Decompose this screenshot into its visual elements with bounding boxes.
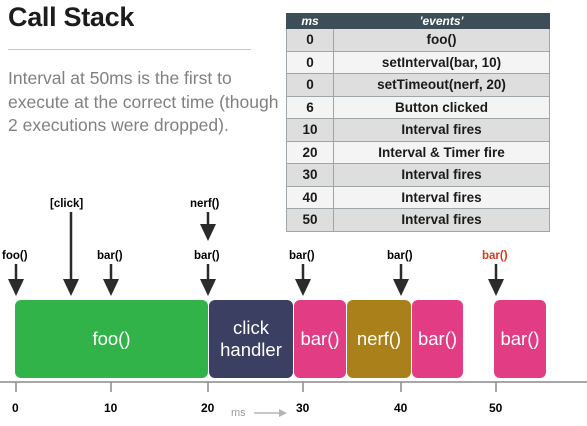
bar-call-label: bar() bbox=[194, 250, 220, 262]
cell-ms: 30 bbox=[286, 163, 334, 187]
bar50-arrow-head bbox=[488, 279, 504, 296]
foo-block-label: foo() bbox=[92, 328, 131, 349]
axis-tick-label: 50 bbox=[489, 401, 503, 415]
bar-call-label-highlighted: bar() bbox=[482, 250, 508, 262]
cell-ms: 0 bbox=[286, 50, 334, 74]
description-text: Interval at 50ms is the first to execute… bbox=[8, 68, 279, 135]
table-row: 30 Interval fires bbox=[286, 163, 550, 187]
cell-ms: 0 bbox=[286, 28, 334, 52]
cell-ms: 40 bbox=[286, 185, 334, 209]
nerf-block: nerf() bbox=[347, 300, 411, 378]
cell-ms: 10 bbox=[286, 118, 334, 142]
table-row: 6 Button clicked bbox=[286, 95, 550, 119]
table-row: 20 Interval & Timer fire bbox=[286, 140, 550, 164]
bar-call-label: bar() bbox=[289, 250, 315, 262]
nerf-block-label: nerf() bbox=[356, 328, 402, 349]
foo-arrow-head bbox=[8, 279, 24, 296]
table-row: 50 Interval fires bbox=[286, 208, 550, 232]
axis-tick-label: 40 bbox=[394, 401, 408, 415]
axis-tick-label: 30 bbox=[296, 401, 310, 415]
cell-event: setInterval(bar, 10) bbox=[333, 50, 550, 74]
nerf-arrow-head bbox=[200, 224, 216, 241]
axis-unit-label: ms bbox=[231, 407, 246, 419]
bar-block-label: bar() bbox=[300, 328, 340, 349]
bar30-arrow-head bbox=[295, 279, 311, 296]
table-row: 0 setTimeout(nerf, 20) bbox=[286, 73, 550, 97]
cell-event: Interval fires bbox=[333, 208, 550, 232]
bar-block-label: bar() bbox=[417, 328, 458, 349]
cell-ms: 0 bbox=[286, 73, 334, 97]
bar10-arrow-head bbox=[103, 279, 119, 296]
bar-block: bar() bbox=[412, 300, 463, 378]
events-table: ms 'events' 0 foo() 0 setInterval(bar, 10)… bbox=[286, 13, 550, 232]
cell-event: foo() bbox=[333, 28, 550, 52]
axis-tick-label: 20 bbox=[201, 401, 215, 415]
cell-event: Button clicked bbox=[333, 95, 550, 119]
table-row: 0 setInterval(bar, 10) bbox=[286, 50, 550, 74]
bar-call-label: bar() bbox=[387, 250, 413, 262]
cell-ms: 20 bbox=[286, 140, 334, 164]
cell-event: setTimeout(nerf, 20) bbox=[333, 73, 550, 97]
bar-block-label: bar() bbox=[500, 328, 540, 349]
header-events: 'events' bbox=[333, 13, 550, 29]
bar20-arrow-head bbox=[200, 279, 216, 296]
bar-block: bar() bbox=[294, 300, 346, 378]
click-arrow-head bbox=[63, 279, 79, 296]
bar40-arrow-head bbox=[393, 279, 409, 296]
header-ms: ms bbox=[286, 13, 334, 29]
axis-tick-label: 0 bbox=[12, 401, 19, 415]
cell-event: Interval & Timer fire bbox=[333, 140, 550, 164]
axis-tick-label: 10 bbox=[104, 401, 118, 415]
click-handler-line2: handler bbox=[220, 339, 282, 360]
cell-event: Interval fires bbox=[333, 163, 550, 187]
page-title: Call Stack bbox=[8, 2, 135, 32]
cell-ms: 6 bbox=[286, 95, 334, 119]
foo-call-label: foo() bbox=[2, 250, 28, 262]
bar-call-label: bar() bbox=[97, 250, 123, 262]
cell-event: Interval fires bbox=[333, 118, 550, 142]
title-divider bbox=[8, 49, 251, 50]
table-row: 40 Interval fires bbox=[286, 185, 550, 209]
bar-block: bar() bbox=[494, 300, 546, 378]
foo-block: foo() bbox=[15, 300, 208, 378]
table-row: 0 foo() bbox=[286, 28, 550, 52]
click-handler-block: click handler bbox=[209, 300, 293, 378]
nerf-event-label: nerf() bbox=[190, 198, 220, 210]
cell-event: Interval fires bbox=[333, 185, 550, 209]
click-handler-line1: click bbox=[233, 317, 269, 338]
table-row: 10 Interval fires bbox=[286, 118, 550, 142]
ms-arrow-head bbox=[279, 409, 287, 417]
click-event-label: [click] bbox=[50, 198, 84, 210]
